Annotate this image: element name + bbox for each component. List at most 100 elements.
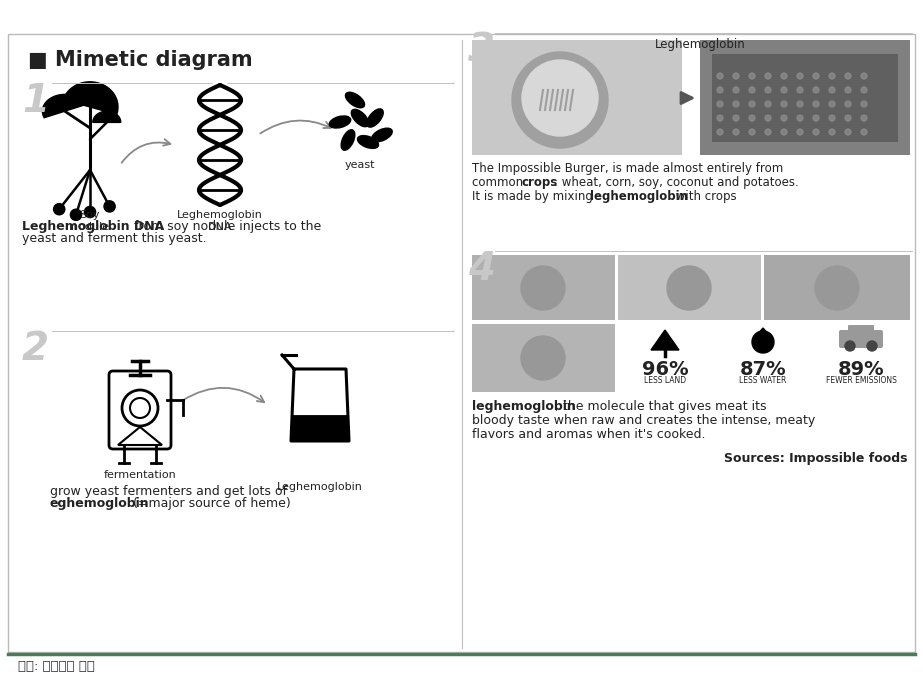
Text: eghemoglobin: eghemoglobin	[50, 497, 150, 510]
Circle shape	[829, 129, 835, 135]
Ellipse shape	[342, 130, 354, 150]
Circle shape	[733, 129, 739, 135]
Ellipse shape	[357, 136, 378, 148]
Circle shape	[781, 101, 787, 107]
Polygon shape	[752, 331, 774, 353]
Circle shape	[815, 266, 859, 310]
Circle shape	[845, 341, 855, 351]
Text: (=major source of heme): (=major source of heme)	[133, 497, 291, 510]
Circle shape	[717, 129, 723, 135]
Circle shape	[861, 73, 867, 79]
Circle shape	[813, 101, 819, 107]
Circle shape	[861, 101, 867, 107]
Text: LESS LAND: LESS LAND	[644, 376, 686, 385]
FancyBboxPatch shape	[472, 255, 615, 320]
Text: 자료: 임파서블 푸드: 자료: 임파서블 푸드	[18, 660, 95, 673]
FancyBboxPatch shape	[8, 34, 915, 652]
Circle shape	[845, 73, 851, 79]
FancyBboxPatch shape	[618, 255, 761, 320]
Polygon shape	[292, 416, 348, 440]
FancyBboxPatch shape	[109, 371, 171, 449]
Text: yeast: yeast	[345, 160, 376, 170]
Text: FEWER EMISSIONS: FEWER EMISSIONS	[825, 376, 896, 385]
Text: Leghemoglobin
DNA: Leghemoglobin DNA	[177, 210, 263, 232]
Circle shape	[813, 73, 819, 79]
Text: ■ Mimetic diagram: ■ Mimetic diagram	[28, 50, 253, 70]
Circle shape	[512, 52, 608, 148]
Circle shape	[861, 129, 867, 135]
Polygon shape	[756, 328, 770, 336]
Text: bloody taste when raw and creates the intense, meaty: bloody taste when raw and creates the in…	[472, 414, 815, 427]
Text: 4: 4	[468, 250, 495, 288]
Text: yeast and ferment this yeast.: yeast and ferment this yeast.	[22, 232, 207, 245]
Text: 2: 2	[22, 330, 49, 368]
Text: grow yeast fermenters and get lots of: grow yeast fermenters and get lots of	[50, 485, 287, 498]
Text: common: common	[472, 176, 527, 189]
Text: with crops: with crops	[672, 190, 737, 203]
Text: flavors and aromas when it's cooked.: flavors and aromas when it's cooked.	[472, 428, 705, 441]
Circle shape	[521, 336, 565, 380]
Text: crops: crops	[521, 176, 557, 189]
Circle shape	[733, 87, 739, 93]
Text: , the molecule that gives meat its: , the molecule that gives meat its	[555, 400, 766, 413]
FancyBboxPatch shape	[764, 255, 910, 320]
Circle shape	[130, 398, 150, 418]
Polygon shape	[64, 82, 118, 114]
Circle shape	[829, 115, 835, 121]
Circle shape	[70, 209, 81, 220]
Circle shape	[717, 87, 723, 93]
Circle shape	[717, 115, 723, 121]
Text: fermentation: fermentation	[103, 470, 176, 480]
Circle shape	[861, 87, 867, 93]
FancyBboxPatch shape	[472, 40, 682, 155]
Circle shape	[749, 129, 755, 135]
Circle shape	[845, 87, 851, 93]
Circle shape	[54, 204, 65, 215]
Circle shape	[797, 115, 803, 121]
Text: : wheat, corn, soy, coconut and potatoes.: : wheat, corn, soy, coconut and potatoes…	[554, 176, 798, 189]
Circle shape	[867, 341, 877, 351]
Circle shape	[717, 101, 723, 107]
Circle shape	[521, 266, 565, 310]
Circle shape	[781, 87, 787, 93]
Circle shape	[749, 87, 755, 93]
Circle shape	[749, 73, 755, 79]
Text: Leghemoglobin DNA: Leghemoglobin DNA	[22, 220, 164, 233]
Text: Leghemoglobin: Leghemoglobin	[277, 482, 363, 492]
Circle shape	[749, 101, 755, 107]
Circle shape	[797, 129, 803, 135]
Ellipse shape	[330, 116, 351, 128]
Polygon shape	[118, 427, 162, 445]
Text: 1: 1	[22, 82, 49, 120]
Text: from soy nodule injects to the: from soy nodule injects to the	[130, 220, 321, 233]
Text: leghemoglobin: leghemoglobin	[590, 190, 688, 203]
FancyBboxPatch shape	[839, 330, 883, 348]
Circle shape	[765, 101, 771, 107]
Circle shape	[733, 101, 739, 107]
Text: Leghemoglobin: Leghemoglobin	[654, 38, 746, 51]
Circle shape	[797, 101, 803, 107]
Circle shape	[845, 129, 851, 135]
Circle shape	[667, 266, 711, 310]
Text: Sources: Impossible foods: Sources: Impossible foods	[725, 452, 908, 465]
Circle shape	[104, 201, 115, 212]
FancyBboxPatch shape	[848, 325, 874, 337]
Circle shape	[813, 87, 819, 93]
Circle shape	[765, 115, 771, 121]
Circle shape	[813, 115, 819, 121]
Text: 3: 3	[468, 32, 495, 70]
FancyBboxPatch shape	[712, 54, 898, 142]
Text: The Impossible Burger, is made almost entirely from: The Impossible Burger, is made almost en…	[472, 162, 784, 175]
Text: LESS WATER: LESS WATER	[739, 376, 786, 385]
Text: 87%: 87%	[739, 360, 786, 379]
Polygon shape	[93, 111, 121, 122]
Text: leghemoglobin: leghemoglobin	[472, 400, 576, 413]
FancyBboxPatch shape	[700, 40, 910, 155]
Text: 89%: 89%	[838, 360, 884, 379]
Circle shape	[765, 129, 771, 135]
Circle shape	[797, 87, 803, 93]
Circle shape	[813, 129, 819, 135]
Circle shape	[84, 206, 96, 218]
FancyBboxPatch shape	[472, 324, 615, 392]
Text: Soy
nodule: Soy nodule	[71, 210, 109, 232]
